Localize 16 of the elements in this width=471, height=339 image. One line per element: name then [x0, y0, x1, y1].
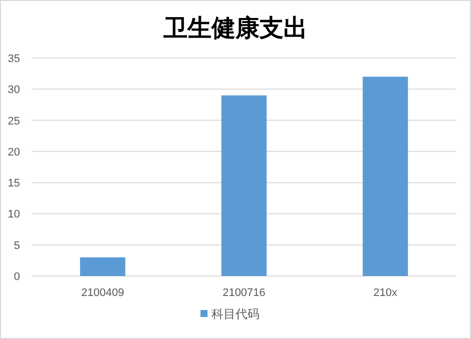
bar — [362, 76, 408, 276]
y-tick-label: 10 — [8, 208, 20, 221]
x-tick-label: 210x — [373, 287, 398, 299]
y-tick-label: 35 — [8, 53, 20, 65]
y-tick-label: 30 — [8, 84, 20, 96]
y-tick-label: 0 — [14, 271, 20, 283]
legend-label: 科目代码 — [212, 307, 260, 321]
y-tick-label: 5 — [14, 240, 20, 252]
y-tick-label: 25 — [8, 115, 20, 128]
bar — [80, 257, 126, 276]
chart-title: 卫生健康支出 — [162, 15, 308, 42]
y-tick-label: 15 — [8, 178, 20, 190]
x-tick-label: 2100716 — [222, 287, 266, 299]
bar — [221, 95, 267, 276]
y-tick-label: 20 — [8, 146, 20, 158]
x-tick-label: 2100409 — [81, 287, 124, 299]
